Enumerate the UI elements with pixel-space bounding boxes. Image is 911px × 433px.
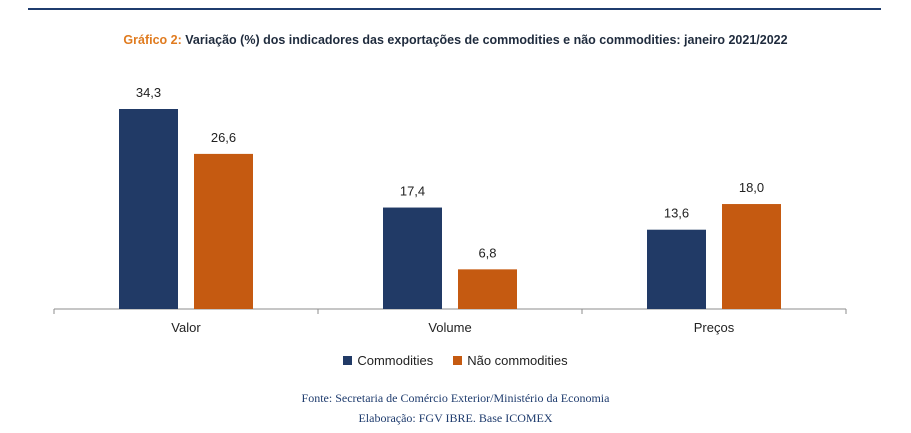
- bar-nao-commodities-precos: [722, 204, 781, 309]
- bar-nao-commodities-volume: [458, 269, 517, 309]
- x-tick-label-valor: Valor: [171, 320, 201, 335]
- bar-commodities-precos: [647, 229, 706, 309]
- top-rule: [28, 8, 881, 10]
- legend-swatch-commodities: [343, 356, 353, 365]
- legend-swatch-nao-commodities: [453, 356, 463, 365]
- legend-item-nao-commodities: Não commodities: [453, 353, 568, 368]
- x-tick-label-precos: Preços: [694, 320, 735, 335]
- bar-commodities-valor: [119, 109, 178, 309]
- legend-label-nao-commodities: Não commodities: [467, 353, 568, 368]
- source-note: Fonte: Secretaria de Comércio Exterior/M…: [301, 391, 610, 405]
- data-label-commodities-volume: 17,4: [400, 184, 425, 199]
- legend-item-commodities: Commodities: [343, 353, 433, 368]
- bar-commodities-volume: [383, 207, 442, 309]
- data-label-nao-commodities-volume: 6,8: [478, 245, 496, 260]
- chart-legend: Commodities Não commodities: [0, 353, 911, 368]
- data-label-nao-commodities-valor: 26,6: [211, 130, 236, 145]
- bar-nao-commodities-valor: [194, 153, 253, 309]
- data-label-commodities-valor: 34,3: [136, 85, 161, 100]
- legend-label-commodities: Commodities: [357, 353, 434, 368]
- elaboration-note: Elaboração: FGV IBRE. Base ICOMEX: [358, 411, 553, 425]
- data-label-commodities-precos: 13,6: [664, 206, 689, 221]
- data-label-nao-commodities-precos: 18,0: [739, 180, 764, 195]
- chart-title: Gráfico 2: Variação (%) dos indicadores …: [0, 33, 911, 47]
- chart-title-text: Variação (%) dos indicadores das exporta…: [185, 33, 788, 47]
- x-tick-label-volume: Volume: [428, 320, 471, 335]
- chart-title-prefix: Gráfico 2:: [123, 33, 182, 47]
- bar-chart: 34,3 26,6 Valor 17,4 6,8 Volume 13,6 18,0 Preços: [53, 85, 847, 335]
